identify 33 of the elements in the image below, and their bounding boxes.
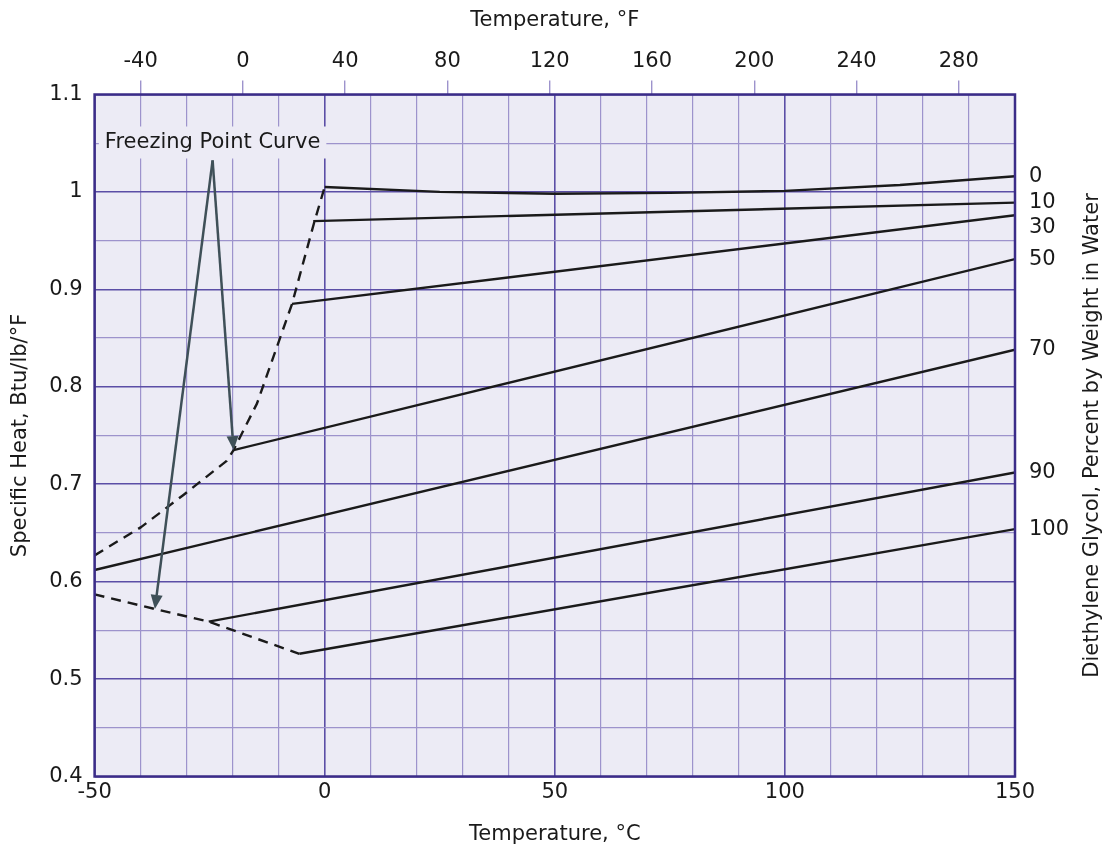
x-axis-title: Temperature, °C [468,820,641,845]
y-tick-label: 0.9 [49,275,83,300]
y-tick-label: 0.8 [49,373,83,398]
y-tick-label: 0.7 [49,470,83,495]
x-tick-label: 100 [764,778,805,803]
y-axis-title: Specific Heat, Btu/lb/°F [7,313,32,558]
series-label: 70 [1029,336,1056,361]
x2-axis-title: Temperature, °F [469,7,640,32]
y-tick-label: 0.6 [49,568,83,593]
series-label: 100 [1029,515,1070,540]
x2-tick-label: 120 [529,48,570,73]
x2-tick-label: 40 [331,48,359,73]
x2-tick-label: 80 [434,48,461,73]
x2-tick-label: 0 [236,48,250,73]
y-tick-label: 0.4 [49,763,83,788]
x-tick-label: 0 [318,778,332,803]
y2-axis-title: Diethylene Glycol, Percent by Weight in Water [1079,192,1104,678]
x-tick-label: 50 [541,778,569,803]
series-label: 10 [1029,189,1056,214]
y-tick-label: 1.1 [49,80,83,105]
series-label: 30 [1029,214,1056,239]
x2-tick-label: 240 [836,48,877,73]
y-tick-label: 0.5 [49,665,83,690]
annotation: Freezing Point Curve [104,128,321,153]
x2-tick-label: 200 [734,48,775,73]
x2-tick-label: 280 [938,48,979,73]
y-tick-label: 1 [69,178,83,203]
series-label: 90 [1029,458,1056,483]
x2-tick-label: 160 [631,48,672,73]
x-tick-label: 150 [994,778,1036,803]
series-label: 50 [1029,245,1056,270]
series-label: 0 [1029,162,1043,187]
x2-tick-label: -40 [123,48,158,73]
